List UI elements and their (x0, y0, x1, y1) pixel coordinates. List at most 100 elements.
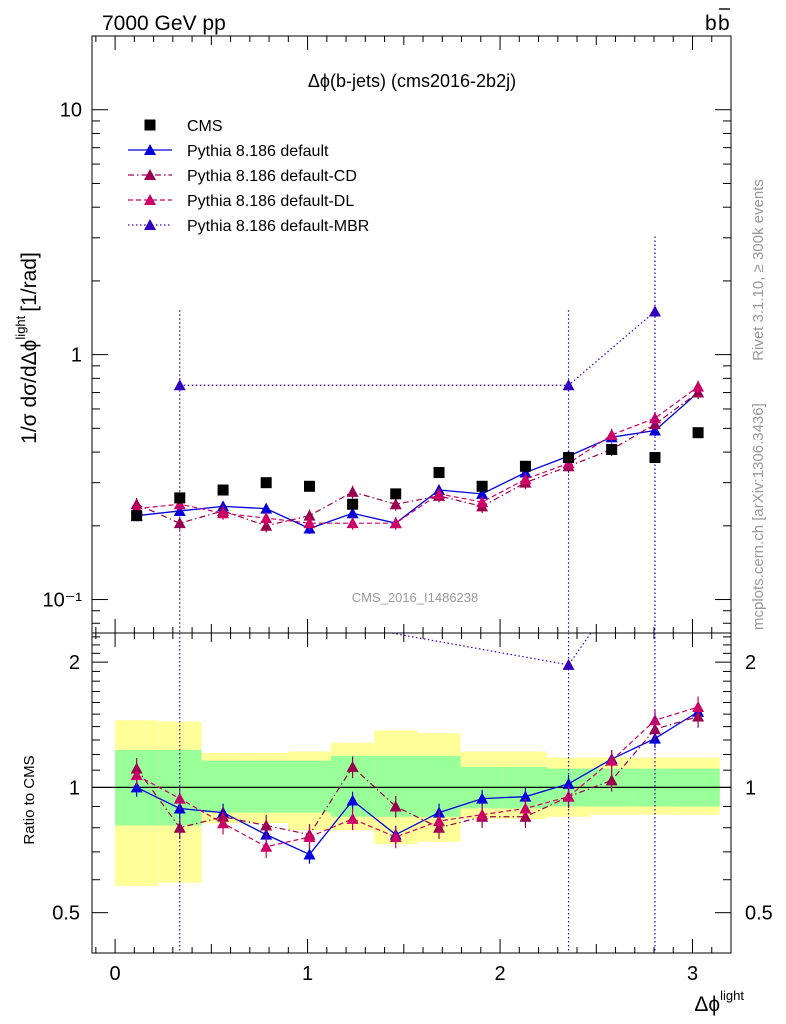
cms-data-point (303, 480, 315, 492)
main-y-tick-label: 10 (60, 100, 82, 122)
legend-label: Pythia 8.186 default-MBR (187, 218, 369, 235)
series-marker (605, 428, 618, 440)
series-marker (173, 379, 186, 391)
main-ylabel: 1/σ dσ/dΔϕlight [1/rad] (13, 252, 41, 444)
cms-data-point (476, 480, 488, 492)
series-marker (346, 760, 359, 772)
legend-marker-triangle (144, 169, 156, 180)
series-line (136, 392, 699, 527)
ratio-y-tick-label-right: 2 (745, 652, 756, 674)
series-line (136, 392, 699, 530)
mcplots-label: mcplots.cern.ch [arXiv:1306.3436] (750, 403, 767, 630)
series-ratio-3 (179, 633, 656, 953)
x-tick-label: 0 (110, 963, 121, 985)
ratio-frame (91, 632, 732, 954)
x-tick-label: 1 (302, 963, 313, 985)
cms-data-point (174, 492, 186, 504)
inner-band-bin (244, 760, 288, 813)
series-marker (562, 790, 575, 802)
cms-data-point (217, 484, 229, 496)
series-marker (217, 507, 230, 519)
ratio-y-tick-label-right: 0.5 (745, 903, 773, 925)
series-marker (692, 380, 705, 392)
legend-label: Pythia 8.186 default (187, 143, 329, 160)
series-marker (217, 817, 230, 829)
cms-data-point (347, 498, 359, 510)
series-marker (303, 517, 316, 529)
series-marker (562, 777, 575, 789)
series-marker (519, 473, 532, 485)
legend-marker-square (144, 119, 156, 131)
x-axis-label: Δϕlight (694, 988, 744, 1016)
series-marker (433, 487, 446, 499)
main-y-tick-label: 1 (71, 345, 82, 367)
ratio-ylabel-text: Ratio to CMS (21, 755, 38, 844)
main-ylabel-sup: light (13, 315, 28, 339)
ratio-y-tick-label-right: 1 (745, 777, 756, 799)
series-marker (389, 831, 402, 843)
series-marker (692, 701, 705, 713)
series-marker (519, 466, 532, 478)
cms-data-point (692, 427, 704, 439)
series-marker (519, 790, 532, 802)
x-tick-label: 2 (494, 963, 505, 985)
series-marker (346, 507, 359, 519)
main-y-tick-label: 10⁻¹ (43, 590, 83, 612)
series-marker (648, 305, 661, 317)
series-marker (260, 512, 273, 524)
chart-title: Δϕ(b-jets) (cms2016-2b2j) (308, 71, 516, 91)
series-marker (389, 800, 402, 812)
series-marker (303, 831, 316, 843)
cms-data-point (433, 467, 445, 479)
rivet-version-label: Rivet 3.1.10, ≥ 300k events (750, 179, 767, 361)
legend-entry-1: Pythia 8.186 default (128, 143, 329, 160)
ratio-y-tick-label: 2 (69, 652, 80, 674)
energy-label: 7000 GeV pp (102, 12, 226, 35)
cms-data-point (649, 452, 661, 464)
series-marker (303, 509, 316, 521)
inner-band-bin (287, 760, 332, 813)
series-marker (130, 781, 143, 793)
series-marker (173, 821, 186, 833)
ratio-y-tick-label: 1 (69, 777, 80, 799)
legend-entry-4: Pythia 8.186 default-MBR (128, 218, 369, 235)
analysis-watermark: CMS_2016_I1486238 (352, 590, 479, 605)
series-line (136, 711, 699, 856)
legend-label: Pythia 8.186 default-CD (187, 168, 357, 185)
series-marker (130, 769, 143, 781)
mcplots-text: mcplots.cern.ch [arXiv:1306.3436] (750, 403, 767, 630)
series-marker (346, 517, 359, 529)
series-layer (130, 236, 705, 953)
cms-data-point (519, 460, 531, 472)
series-marker (260, 819, 273, 831)
series-marker (389, 498, 402, 510)
series-line (179, 311, 656, 386)
cms-data-point (131, 510, 143, 522)
x-tick-label: 3 (687, 963, 698, 985)
main-ylabel-unit: [1/rad] (18, 252, 41, 312)
legend-entry-2: Pythia 8.186 default-CD (128, 168, 357, 185)
series-main-1 (130, 386, 705, 533)
legend-entry-0: CMS (144, 118, 223, 135)
cms-data (131, 427, 704, 522)
legend-marker-triangle (144, 219, 156, 230)
x-axis-label-sup: light (720, 988, 744, 1003)
series-marker (389, 517, 402, 529)
cms-data-point (260, 477, 272, 489)
series-marker (648, 714, 661, 726)
series-marker (346, 794, 359, 806)
legend-label: CMS (187, 118, 223, 135)
series-main-3 (173, 236, 661, 633)
series-marker (519, 802, 532, 814)
series-marker (433, 815, 446, 827)
cms-data-point (563, 452, 575, 464)
process-label-bbar: b (718, 12, 730, 35)
cms-data-point (390, 488, 402, 500)
series-marker (303, 848, 316, 860)
series-marker (476, 808, 489, 820)
process-label-b: b (705, 12, 717, 35)
rivet-version-text: Rivet 3.1.10, ≥ 300k events (750, 179, 767, 361)
legend: CMS Pythia 8.186 default Pythia 8.186 defa… (128, 118, 369, 235)
series-marker (260, 502, 273, 514)
